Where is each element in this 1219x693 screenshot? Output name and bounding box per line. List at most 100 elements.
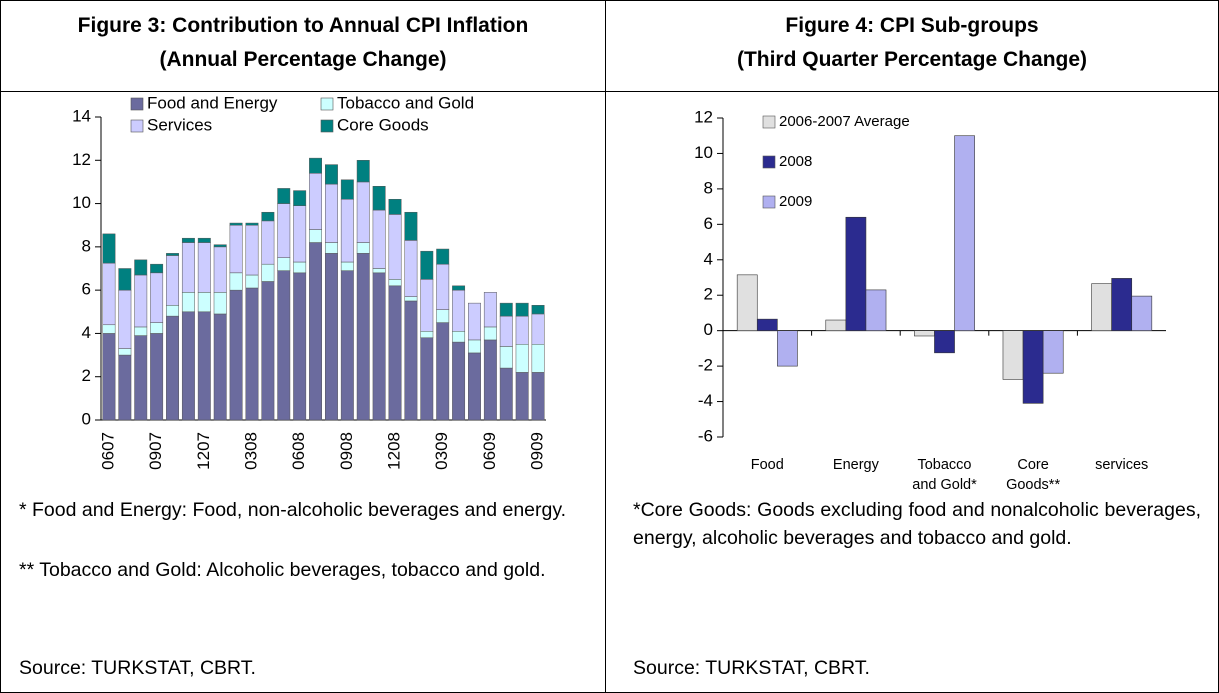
- bar-segment: [181, 292, 195, 313]
- bar-segment: [372, 268, 386, 274]
- x-tick-label: 0608: [289, 432, 308, 470]
- bar-segment: [134, 335, 148, 421]
- bar-segment: [356, 181, 370, 243]
- divider: [1, 91, 1218, 92]
- bar-segment: [420, 331, 434, 339]
- bar-segment: [102, 262, 116, 326]
- bar-segment: [340, 261, 354, 271]
- divider: [605, 1, 606, 692]
- bar-segment: [324, 164, 338, 185]
- bar-segment: [134, 274, 148, 328]
- y-tick-label: 14: [72, 106, 91, 125]
- source: Source: TURKSTAT, CBRT.: [633, 657, 870, 679]
- bar-segment: [340, 270, 354, 421]
- bar-segment: [468, 352, 481, 421]
- bar-segment: [102, 324, 116, 334]
- x-tick-label: 0908: [337, 432, 356, 470]
- bar-segment: [499, 367, 513, 421]
- bar-segment: [181, 311, 195, 421]
- bar-segment: [261, 281, 275, 421]
- bar-segment: [531, 313, 545, 345]
- bar-segment: [499, 302, 513, 317]
- bar-segment: [324, 253, 338, 421]
- bar-segment: [261, 211, 275, 222]
- x-tick-label: 1208: [385, 432, 404, 470]
- bar-segment: [483, 326, 497, 341]
- x-tick-label: Energy: [832, 457, 879, 473]
- bar-segment: [452, 285, 466, 291]
- y-tick-label: 2: [82, 366, 91, 385]
- bar-segment: [181, 242, 195, 293]
- bar-segment: [309, 242, 323, 421]
- y-tick-label: 2: [704, 285, 713, 304]
- bar-segment: [372, 186, 386, 211]
- bar-segment: [293, 205, 307, 263]
- bar: [1131, 295, 1153, 331]
- bar: [736, 274, 758, 331]
- legend-label: 2006-2007 Average: [779, 113, 910, 130]
- bar-segment: [229, 272, 243, 291]
- bar-segment: [229, 224, 243, 274]
- bar: [777, 330, 798, 367]
- bar-segment: [452, 289, 466, 332]
- bar-segment: [134, 259, 148, 276]
- bar-segment: [166, 315, 179, 421]
- y-tick-label: -6: [698, 426, 713, 445]
- bar-segment: [197, 292, 211, 313]
- bar-segment: [452, 341, 466, 421]
- legend-swatch: [762, 195, 776, 209]
- x-tick-label: Food: [750, 457, 784, 473]
- bar-segment: [293, 261, 307, 274]
- bar-segment: [436, 248, 450, 265]
- legend-label: Services: [147, 115, 212, 134]
- bar-segment: [420, 250, 434, 280]
- x-tick-label: 0907: [146, 432, 165, 470]
- bar-segment: [420, 279, 434, 332]
- bar-segment: [245, 287, 259, 421]
- bar-segment: [468, 302, 481, 341]
- bar-segment: [277, 188, 291, 204]
- bar-segment: [150, 272, 164, 323]
- legend-label: Tobacco and Gold: [337, 93, 474, 112]
- x-tick-label: Core Goods**: [1006, 457, 1061, 493]
- bar-segment: [213, 313, 227, 421]
- legend-label: 2009: [779, 193, 812, 210]
- bar-segment: [197, 311, 211, 421]
- bar-segment: [356, 242, 370, 254]
- bar: [1022, 330, 1044, 404]
- x-tick-label: Tobacco and Gold*: [912, 457, 977, 493]
- bar-segment: [436, 309, 450, 323]
- bar-segment: [293, 190, 307, 206]
- bar-segment: [483, 339, 497, 421]
- legend-label: Food and Energy: [147, 93, 278, 112]
- bar: [865, 289, 887, 331]
- x-tick-label: 1207: [194, 432, 213, 470]
- y-tick-label: 6: [82, 280, 91, 299]
- x-tick-label: services: [1095, 457, 1149, 473]
- x-tick-label: 0607: [98, 432, 117, 470]
- y-tick-label: 0: [704, 320, 713, 339]
- bar-segment: [229, 289, 243, 421]
- bar-segment: [229, 222, 243, 226]
- bar-segment: [150, 333, 164, 421]
- bar: [954, 135, 975, 331]
- subtitle: (Annual Percentage Change): [159, 48, 447, 71]
- bar-segment: [261, 220, 275, 265]
- bar-segment: [213, 246, 227, 293]
- bar-segment: [245, 222, 259, 226]
- bar-segment: [531, 305, 545, 315]
- bar-segment: [324, 242, 338, 254]
- bar-segment: [531, 344, 545, 373]
- title: Figure 4: CPI Sub-groups: [785, 14, 1039, 37]
- bar-segment: [515, 315, 529, 345]
- y-tick-label: 6: [704, 214, 713, 233]
- bar-segment: [166, 305, 179, 317]
- bar-segment: [118, 268, 132, 291]
- bar-segment: [515, 344, 529, 373]
- bar-segment: [150, 322, 164, 334]
- header: Figure 4: CPI Sub-groups (Third Quarter …: [606, 9, 1218, 77]
- bar-segment: [166, 253, 179, 256]
- legend-swatch: [130, 119, 144, 133]
- bar-segment: [277, 257, 291, 271]
- bar: [1091, 283, 1112, 331]
